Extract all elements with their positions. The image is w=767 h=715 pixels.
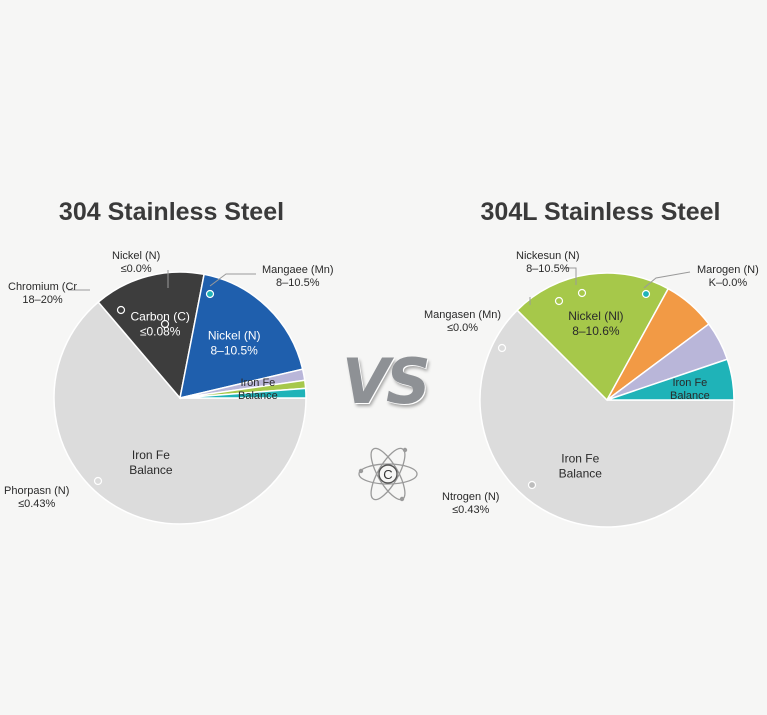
- slice-label: Iron Fe: [132, 448, 170, 462]
- slice-label: Iron Fe: [561, 452, 599, 466]
- slice-label: Carbon (C): [131, 309, 190, 323]
- slice-value-label: ≤0.08%: [140, 324, 181, 338]
- slice-label: Nickel (N): [208, 329, 261, 343]
- label-iron-upper-304l: Iron Fe Balance: [670, 377, 710, 402]
- chart-304l: 304L Stainless Steel Iron Fe Balance Nicke…: [384, 0, 767, 715]
- marker-dot: [641, 289, 651, 299]
- chart-title-304: 304 Stainless Steel: [58, 198, 285, 226]
- label-nickel-top-304: Nickel (N) ≤0.0%: [112, 250, 161, 275]
- label-nitrogen-top-304l: Marogen (N) K–0.0%: [697, 264, 759, 289]
- marker-dot: [205, 289, 215, 299]
- marker-dot: [93, 476, 103, 486]
- pie-slice: [179, 387, 307, 399]
- atom-icon: C: [358, 447, 418, 502]
- pie-slice: [606, 358, 735, 401]
- pie-slice: [479, 309, 735, 528]
- vs-text: VS: [342, 345, 431, 418]
- marker-dot: [527, 480, 537, 490]
- slice-value-label: Balance: [559, 467, 603, 481]
- slice-value-label: 8–10.5%: [210, 344, 258, 358]
- pie-slice: [53, 300, 307, 525]
- label-chromium-304: Chromium (Cr 18–20%: [8, 281, 78, 306]
- atom-symbol: C: [383, 467, 392, 482]
- leader-manganese-304: [209, 273, 256, 287]
- marker-dot: [160, 319, 170, 329]
- pie-slice: [97, 271, 205, 400]
- leader-nickel-top-304l: [564, 267, 577, 285]
- pie-slice: [179, 273, 304, 399]
- vs-emblem: VS: [336, 345, 446, 425]
- pie-slice: [516, 272, 670, 402]
- label-iron-upper-304: Iron Fe Balance: [238, 377, 278, 402]
- label-nickel-top-304l: Nickesun (N) 8–10.5%: [516, 250, 580, 275]
- leader-nitrogen-top-304l: [643, 271, 691, 289]
- marker-dot: [554, 296, 564, 306]
- slice-label: Nickel (Nl): [568, 309, 623, 323]
- marker-dot: [577, 288, 587, 298]
- slice-value-label: Balance: [129, 463, 173, 477]
- chart-title-304l: 304L Stainless Steel: [480, 198, 721, 226]
- chart-304: 304 Stainless Steel Iron Fe Balance Carbon…: [0, 0, 383, 715]
- slice-value-label: 8–10.6%: [572, 324, 620, 338]
- label-nitrogen-bottom-304l: Ntrogen (N) ≤0.43%: [442, 491, 500, 516]
- label-phosphorus-304: Phorpasn (N) ≤0.43%: [4, 485, 70, 510]
- marker-dot: [116, 305, 126, 315]
- label-manganese-304l: Mangasen (Mn) ≤0.0%: [424, 309, 502, 334]
- marker-dot: [497, 343, 507, 353]
- label-manganese-304: Mangaee (Mn) 8–10.5%: [262, 264, 334, 289]
